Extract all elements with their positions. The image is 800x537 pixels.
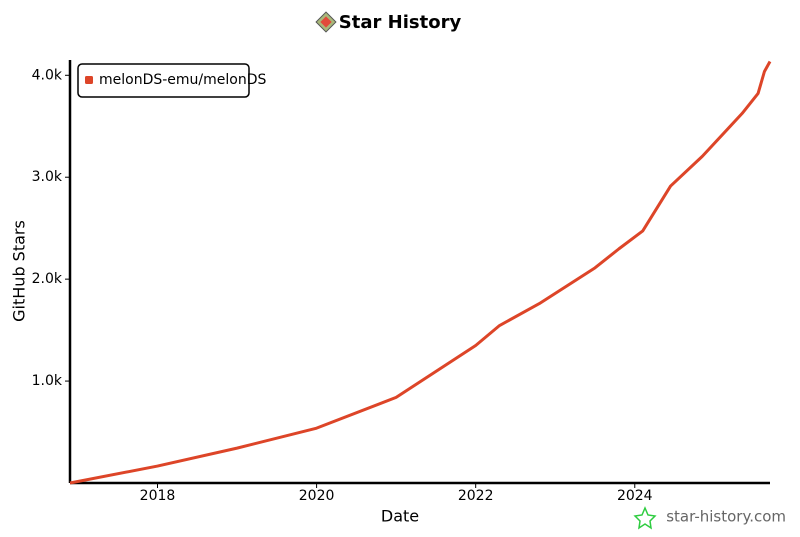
legend-label: melonDS-emu/melonDS — [99, 72, 266, 88]
legend-swatch — [85, 76, 93, 84]
y-tick-label: 3.0k — [32, 169, 63, 185]
y-tick-label: 4.0k — [32, 67, 63, 83]
chart-title: Star History — [339, 12, 462, 33]
title-icon — [315, 11, 337, 33]
x-tick-label: 2022 — [458, 488, 494, 504]
y-tick-label: 2.0k — [32, 271, 63, 287]
y-tick-label: 1.0k — [32, 373, 63, 389]
y-axis-label: GitHub Stars — [10, 220, 29, 322]
watermark: star-history.com — [666, 508, 786, 526]
legend-box — [77, 63, 250, 98]
x-tick-label: 2018 — [140, 488, 176, 504]
x-tick-label: 2020 — [299, 488, 335, 504]
watermark-icon — [633, 506, 657, 530]
data-line — [69, 60, 772, 485]
x-tick-label: 2024 — [617, 488, 653, 504]
x-axis-label: Date — [381, 507, 419, 526]
